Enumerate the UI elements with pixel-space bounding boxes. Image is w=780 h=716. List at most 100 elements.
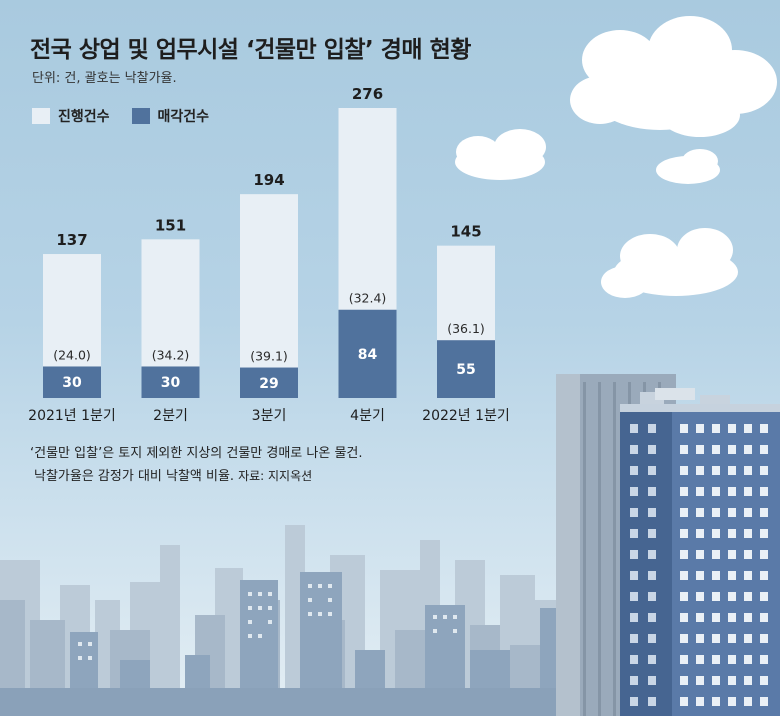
building-window: [648, 466, 656, 475]
building-window: [712, 676, 720, 685]
building-window: [712, 508, 720, 517]
building-window: [760, 424, 768, 433]
building-window: [728, 445, 736, 454]
footnote-line-1: ‘건물만 입찰’은 토지 제외한 지상의 건물만 경매로 나온 물건.: [30, 446, 363, 461]
building-window: [630, 487, 638, 496]
building-window: [728, 508, 736, 517]
building-window: [728, 550, 736, 559]
building-window: [712, 592, 720, 601]
clouds: [455, 16, 777, 298]
building-window: [680, 697, 688, 706]
building-window: [630, 676, 638, 685]
building-window: [648, 697, 656, 706]
building-window: [630, 634, 638, 643]
building-window: [760, 550, 768, 559]
building-window: [630, 655, 638, 664]
legend-swatch-sold: [131, 108, 150, 124]
cloud-right: [601, 228, 738, 298]
footnote: ‘건물만 입찰’은 토지 제외한 지상의 건물만 경매로 나온 물건. 낙찰가율…: [30, 443, 363, 488]
building-window: [728, 676, 736, 685]
building-window: [728, 466, 736, 475]
building-window: [712, 655, 720, 664]
building-window: [696, 550, 704, 559]
building-window: [630, 550, 638, 559]
building-window: [744, 529, 752, 538]
building-window: [744, 592, 752, 601]
building-window: [712, 445, 720, 454]
building-window: [648, 676, 656, 685]
building-window: [630, 466, 638, 475]
legend-item-sold: 매각건수: [131, 106, 209, 126]
building-window: [728, 613, 736, 622]
building-window: [744, 634, 752, 643]
building-window: [696, 676, 704, 685]
building-window: [648, 592, 656, 601]
building-window: [648, 487, 656, 496]
building-window: [630, 592, 638, 601]
building-window: [760, 697, 768, 706]
building-window: [728, 697, 736, 706]
building-window: [744, 697, 752, 706]
building-window: [760, 508, 768, 517]
building-window: [712, 697, 720, 706]
chart-title: 전국 상업 및 업무시설 ‘건물만 입찰’ 경매 현황: [30, 37, 471, 63]
building-window: [680, 508, 688, 517]
building-window: [744, 676, 752, 685]
building-window: [760, 613, 768, 622]
building-window: [696, 571, 704, 580]
building-window: [630, 697, 638, 706]
building-window: [728, 529, 736, 538]
building-window: [680, 466, 688, 475]
building-window: [744, 655, 752, 664]
source-note: 자료: 지지옥션: [238, 469, 313, 483]
building-window: [696, 487, 704, 496]
building-window: [696, 466, 704, 475]
skyline-windows: [78, 584, 457, 660]
building-window: [712, 550, 720, 559]
footnote-line-2: 낙찰가율은 감정가 대비 낙찰액 비율. 자료: 지지옥션: [30, 465, 363, 488]
cloud-large: [570, 16, 777, 137]
building-window: [630, 613, 638, 622]
building-window: [680, 655, 688, 664]
building-window: [712, 634, 720, 643]
building-window: [648, 550, 656, 559]
building-window: [744, 550, 752, 559]
building-window: [696, 697, 704, 706]
building-window: [630, 424, 638, 433]
building-window: [648, 571, 656, 580]
building-window: [648, 445, 656, 454]
building-window: [728, 655, 736, 664]
building-window: [760, 592, 768, 601]
legend-label-total: 진행건수: [58, 109, 110, 125]
building-window: [630, 445, 638, 454]
building-window: [728, 424, 736, 433]
building-window: [680, 613, 688, 622]
building-window: [630, 571, 638, 580]
building-window: [744, 424, 752, 433]
building-window: [648, 529, 656, 538]
unit-note: 단위: 건, 괄호는 낙찰가율.: [32, 71, 177, 86]
building-front-windows: [630, 424, 768, 706]
building-window: [696, 508, 704, 517]
building-window: [648, 424, 656, 433]
building-window: [696, 634, 704, 643]
building-window: [680, 424, 688, 433]
building-window: [760, 529, 768, 538]
legend: 진행건수 매각건수: [32, 106, 209, 126]
building-window: [744, 571, 752, 580]
building-window: [648, 508, 656, 517]
building-window: [760, 445, 768, 454]
footnote-line-2-text: 낙찰가율은 감정가 대비 낙찰액 비율.: [34, 469, 235, 484]
building-window: [744, 613, 752, 622]
ground-strip: [0, 688, 560, 716]
building-window: [696, 529, 704, 538]
building-window: [696, 613, 704, 622]
building-window: [712, 571, 720, 580]
building-window: [712, 424, 720, 433]
building-window: [648, 613, 656, 622]
building-window: [696, 655, 704, 664]
building-window: [728, 487, 736, 496]
building-window: [728, 592, 736, 601]
building-window: [760, 487, 768, 496]
